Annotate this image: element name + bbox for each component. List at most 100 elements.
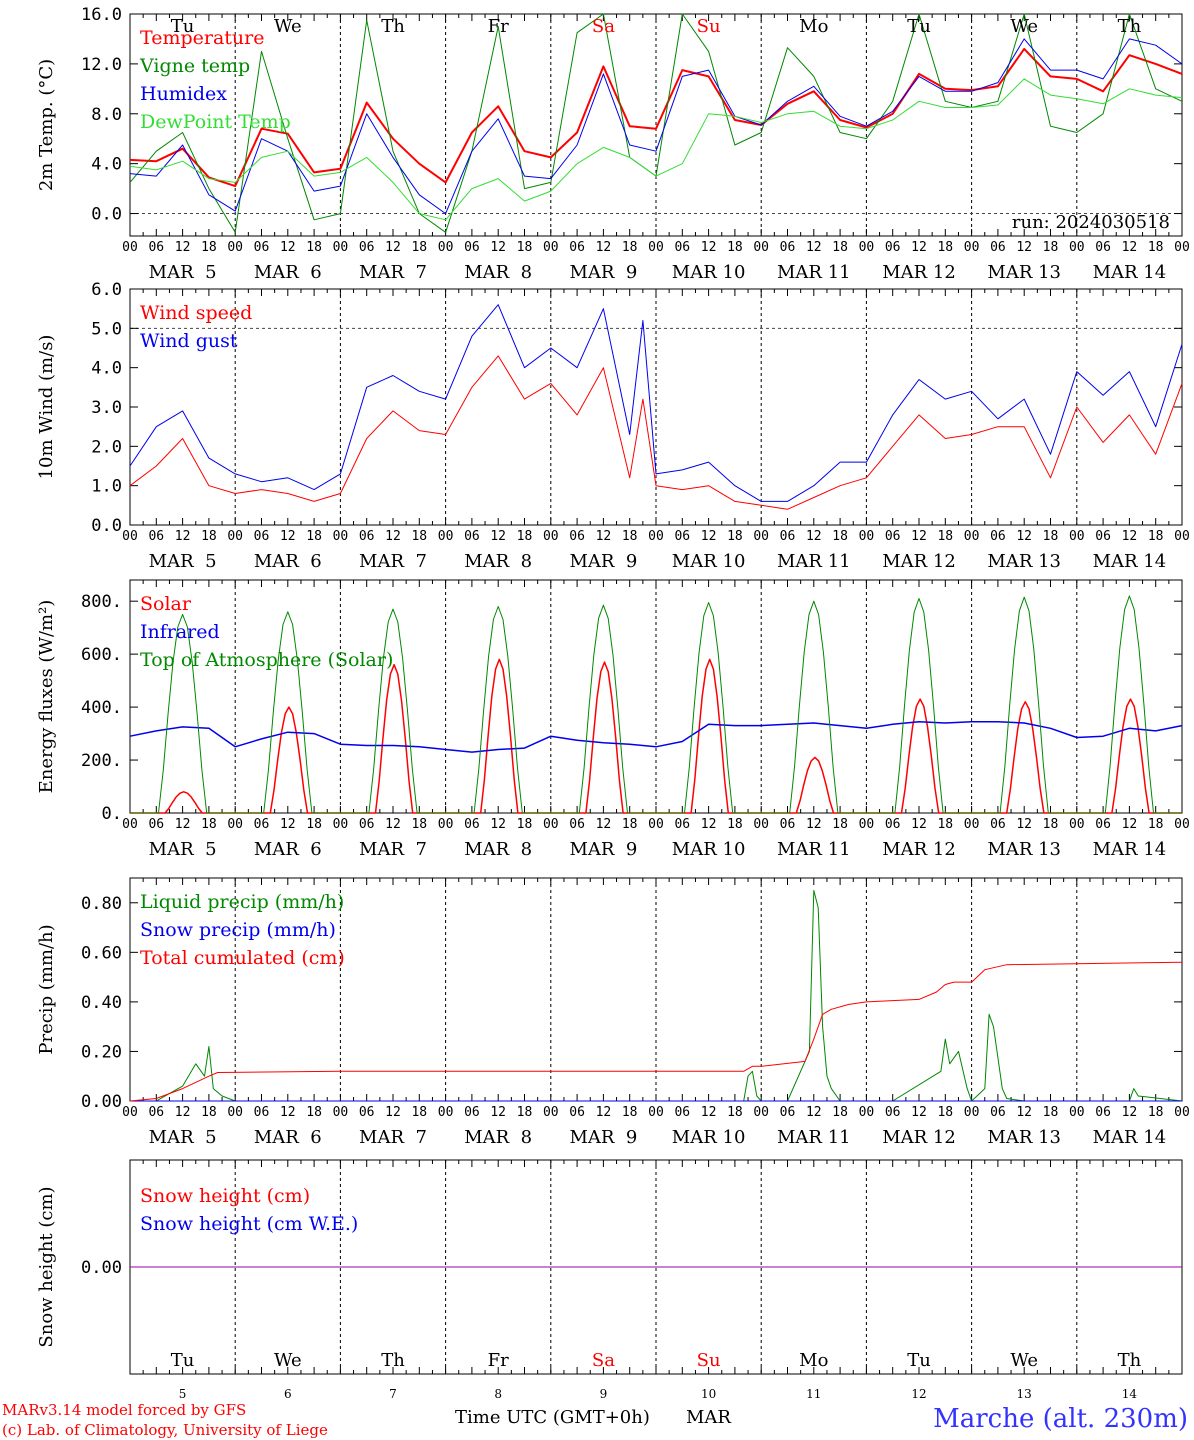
- hour-tick-label: 18: [832, 817, 848, 832]
- series-line-top-of-atmosphere-solar: [130, 595, 1182, 814]
- date-label: MAR 10: [672, 839, 746, 860]
- hour-tick-label: 06: [674, 240, 690, 255]
- hour-tick-label: 00: [859, 240, 875, 255]
- hour-tick-label: 00: [227, 1105, 243, 1120]
- hour-tick-label: 06: [359, 817, 375, 832]
- series-line-wind-speed: [129, 355, 1183, 510]
- hour-tick-label: 00: [1069, 1105, 1085, 1120]
- y-tick-label: 0.40: [81, 993, 122, 1013]
- hour-tick-label: 18: [1148, 240, 1164, 255]
- hour-tick-label: 06: [569, 817, 585, 832]
- legend-entry: Humidex: [140, 83, 227, 105]
- day-abbr-label: We: [274, 1350, 302, 1371]
- hour-tick-label: 18: [306, 529, 322, 544]
- hour-tick-label: 12: [596, 817, 612, 832]
- hour-tick-label: 18: [937, 529, 953, 544]
- hour-tick-label: 06: [990, 240, 1006, 255]
- hour-tick-label: 06: [885, 240, 901, 255]
- hour-tick-label: 06: [464, 529, 480, 544]
- y-tick-label: 0.0: [91, 205, 122, 225]
- hour-tick-label: 12: [701, 240, 717, 255]
- hour-tick-label: 18: [1148, 817, 1164, 832]
- day-abbr-label: Sa: [592, 1350, 615, 1371]
- date-label: MAR 6: [254, 262, 322, 283]
- day-number-label: 5: [179, 1387, 187, 1401]
- hour-tick-label: 18: [517, 817, 533, 832]
- hour-tick-label: 18: [832, 529, 848, 544]
- hour-tick-label: 06: [885, 817, 901, 832]
- date-label: MAR 13: [987, 1127, 1061, 1148]
- y-tick-label: 12.0: [81, 55, 122, 75]
- hour-tick-label: 18: [832, 1105, 848, 1120]
- hour-tick-label: 12: [596, 1105, 612, 1120]
- day-number-label: 13: [1017, 1387, 1032, 1401]
- hour-tick-label: 00: [438, 1105, 454, 1120]
- y-tick-label: 400.: [81, 698, 122, 718]
- hour-tick-label: 18: [727, 240, 743, 255]
- date-label: MAR 14: [1093, 839, 1167, 860]
- hour-tick-label: 06: [254, 1105, 270, 1120]
- hour-tick-label: 12: [1122, 817, 1138, 832]
- hour-tick-label: 18: [517, 1105, 533, 1120]
- hour-tick-label: 00: [438, 817, 454, 832]
- hour-tick-label: 18: [1043, 1105, 1059, 1120]
- hour-tick-label: 00: [122, 240, 138, 255]
- hour-tick-label: 06: [990, 1105, 1006, 1120]
- hour-tick-label: 00: [1174, 817, 1190, 832]
- hour-tick-label: 12: [911, 240, 927, 255]
- hour-tick-label: 06: [569, 529, 585, 544]
- day-abbr-label: Sa: [592, 16, 615, 37]
- hour-tick-label: 12: [596, 240, 612, 255]
- date-label: MAR 12: [882, 262, 956, 283]
- hour-tick-label: 00: [333, 817, 349, 832]
- y-tick-label: 0.80: [81, 894, 122, 914]
- hour-tick-label: 00: [333, 529, 349, 544]
- hour-tick-label: 18: [622, 529, 638, 544]
- panel-5: 0.00 Snow height (cm) Snow height (cm) Snow…: [36, 1159, 1183, 1401]
- y-tick-label: 16.0: [81, 5, 122, 25]
- date-label: MAR 12: [882, 1127, 956, 1148]
- hour-tick-label: 00: [122, 529, 138, 544]
- hour-tick-label: 06: [359, 1105, 375, 1120]
- date-label: MAR 12: [882, 839, 956, 860]
- hour-tick-label: 18: [1043, 817, 1059, 832]
- hour-tick-label: 00: [753, 817, 769, 832]
- hour-tick-label: 12: [280, 1105, 296, 1120]
- hour-tick-label: 00: [648, 529, 664, 544]
- hour-tick-label: 18: [201, 817, 217, 832]
- y-tick-label: 0.00: [81, 1092, 122, 1112]
- hour-tick-label: 12: [1122, 240, 1138, 255]
- hour-tick-label: 12: [1016, 1105, 1032, 1120]
- date-label: MAR 11: [777, 551, 851, 572]
- legend-entry: Snow height (cm): [140, 1185, 310, 1207]
- hour-tick-label: 18: [411, 240, 427, 255]
- hour-tick-label: 18: [622, 1105, 638, 1120]
- hour-tick-label: 06: [148, 1105, 164, 1120]
- hour-tick-label: 00: [543, 529, 559, 544]
- hour-tick-label: 12: [701, 817, 717, 832]
- hour-tick-label: 12: [911, 1105, 927, 1120]
- legend-entry: Liquid precip (mm/h): [140, 891, 344, 913]
- day-number-label: 9: [600, 1387, 608, 1401]
- day-abbr-label: We: [1010, 1350, 1038, 1371]
- y-tick-label: 0.60: [81, 943, 122, 963]
- date-label: MAR 9: [569, 262, 637, 283]
- day-number-label: 6: [284, 1387, 292, 1401]
- hour-tick-label: 18: [1043, 240, 1059, 255]
- series-line-total-cumulated-cm: [129, 961, 1183, 1102]
- hour-tick-label: 00: [753, 240, 769, 255]
- date-label: MAR 5: [149, 551, 217, 572]
- hour-tick-label: 06: [148, 529, 164, 544]
- date-label: MAR 10: [672, 1127, 746, 1148]
- day-abbr-label: We: [1010, 16, 1038, 37]
- date-label: MAR 7: [359, 551, 427, 572]
- y-tick-label: 0.00: [81, 1258, 122, 1278]
- hour-tick-label: 18: [832, 240, 848, 255]
- legend-entry: Temperature: [140, 27, 264, 49]
- hour-tick-label: 18: [937, 817, 953, 832]
- series-line-wind-gust: [129, 304, 1183, 502]
- hour-tick-label: 00: [1069, 240, 1085, 255]
- hour-tick-label: 00: [122, 1105, 138, 1120]
- hour-tick-label: 12: [806, 1105, 822, 1120]
- day-number-label: 14: [1122, 1387, 1138, 1401]
